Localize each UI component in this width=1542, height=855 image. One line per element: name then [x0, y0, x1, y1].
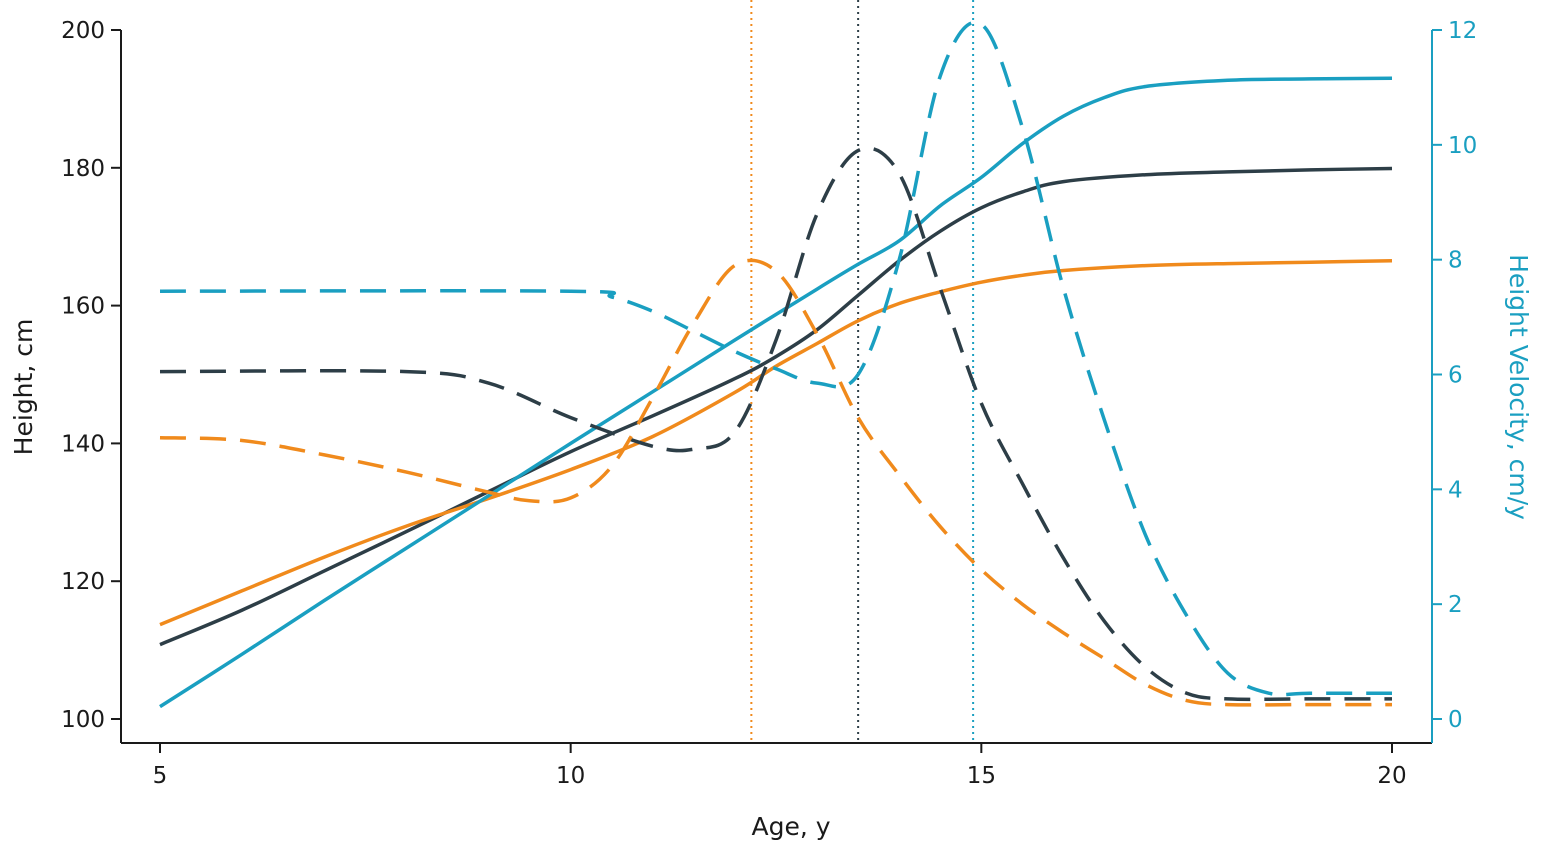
y2-tick-label: 0: [1448, 707, 1463, 733]
y2-axis-title: Height Velocity, cm/y: [1504, 254, 1533, 520]
series-line-6-dashed: [159, 20, 1392, 697]
series-line-5-dashed: [159, 258, 1392, 707]
y2-tick-label: 4: [1448, 477, 1463, 503]
series-line-1-solid: [159, 166, 1393, 647]
series-line-3-solid: [159, 76, 1393, 709]
y-axis-title: Height, cm: [9, 319, 38, 456]
series-lines: [159, 20, 1393, 709]
y-tick-label: 120: [61, 569, 105, 595]
y2-tick-label: 12: [1448, 18, 1477, 44]
x-tick-label: 15: [967, 763, 996, 789]
x-tick-label: 20: [1377, 763, 1406, 789]
series-line-2-solid: [159, 259, 1393, 627]
x-tick-label: 5: [153, 763, 168, 789]
y-tick-label: 200: [61, 18, 105, 44]
y-tick-label: 140: [61, 431, 105, 457]
axes: 5 10 15 20 100 120 140 160 180 200 0 2 4 6 8 10 12: [61, 18, 1477, 789]
x-axis-title: Age, y: [751, 812, 830, 841]
y2-tick-label: 10: [1448, 133, 1477, 159]
y-tick-label: 180: [61, 156, 105, 182]
y2-tick-label: 2: [1448, 592, 1463, 618]
y2-tick-label: 8: [1448, 248, 1463, 274]
reference-lines: [750, 0, 975, 743]
series-line-4-dashed: [159, 146, 1392, 702]
x-tick-label: 10: [556, 763, 585, 789]
y2-tick-label: 6: [1448, 363, 1463, 389]
y-tick-label: 160: [61, 294, 105, 320]
y-tick-label: 100: [61, 707, 105, 733]
